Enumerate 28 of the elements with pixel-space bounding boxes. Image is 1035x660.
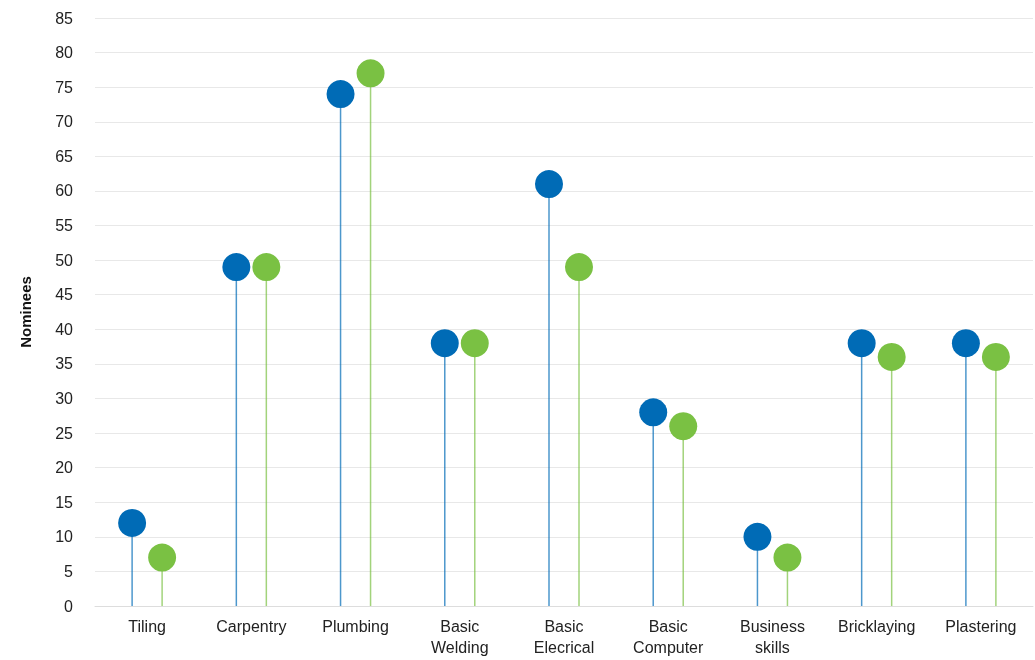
x-tick-label: Basic Elecrical: [533, 618, 595, 656]
y-tick-label: 15: [55, 493, 74, 511]
x-tick-label: Business skills: [739, 618, 805, 656]
y-tick-label: 60: [55, 182, 74, 200]
y-tick-label: 5: [64, 562, 74, 580]
y-axis-title: Nominees: [17, 276, 34, 348]
y-tick-label: 80: [55, 44, 74, 62]
y-tick-label: 10: [55, 528, 74, 546]
x-tick-label: Basic Welding: [431, 618, 489, 656]
x-tick-label: Plastering: [945, 618, 1017, 635]
x-tick-label: Tiling: [128, 618, 166, 635]
y-tick-label: 85: [55, 9, 74, 27]
y-tick-label: 75: [55, 78, 74, 96]
y-tick-label: 40: [55, 320, 74, 338]
y-tick-label: 65: [55, 147, 74, 165]
y-tick-label: 45: [55, 286, 74, 304]
y-tick-label: 20: [55, 459, 74, 477]
x-tick-label: Carpentry: [216, 618, 287, 635]
y-tick-label: 50: [55, 251, 74, 269]
x-tick-label: Basic Computer: [633, 618, 705, 656]
y-tick-label: 55: [55, 217, 74, 235]
y-tick-label: 30: [55, 389, 74, 407]
y-tick-label: 70: [55, 113, 74, 131]
y-tick-label: 35: [55, 355, 74, 373]
y-tick-label: 0: [64, 597, 74, 615]
x-tick-label: Plumbing: [322, 618, 389, 635]
x-tick-label: Bricklaying: [837, 618, 916, 635]
y-tick-label: 25: [55, 424, 74, 442]
